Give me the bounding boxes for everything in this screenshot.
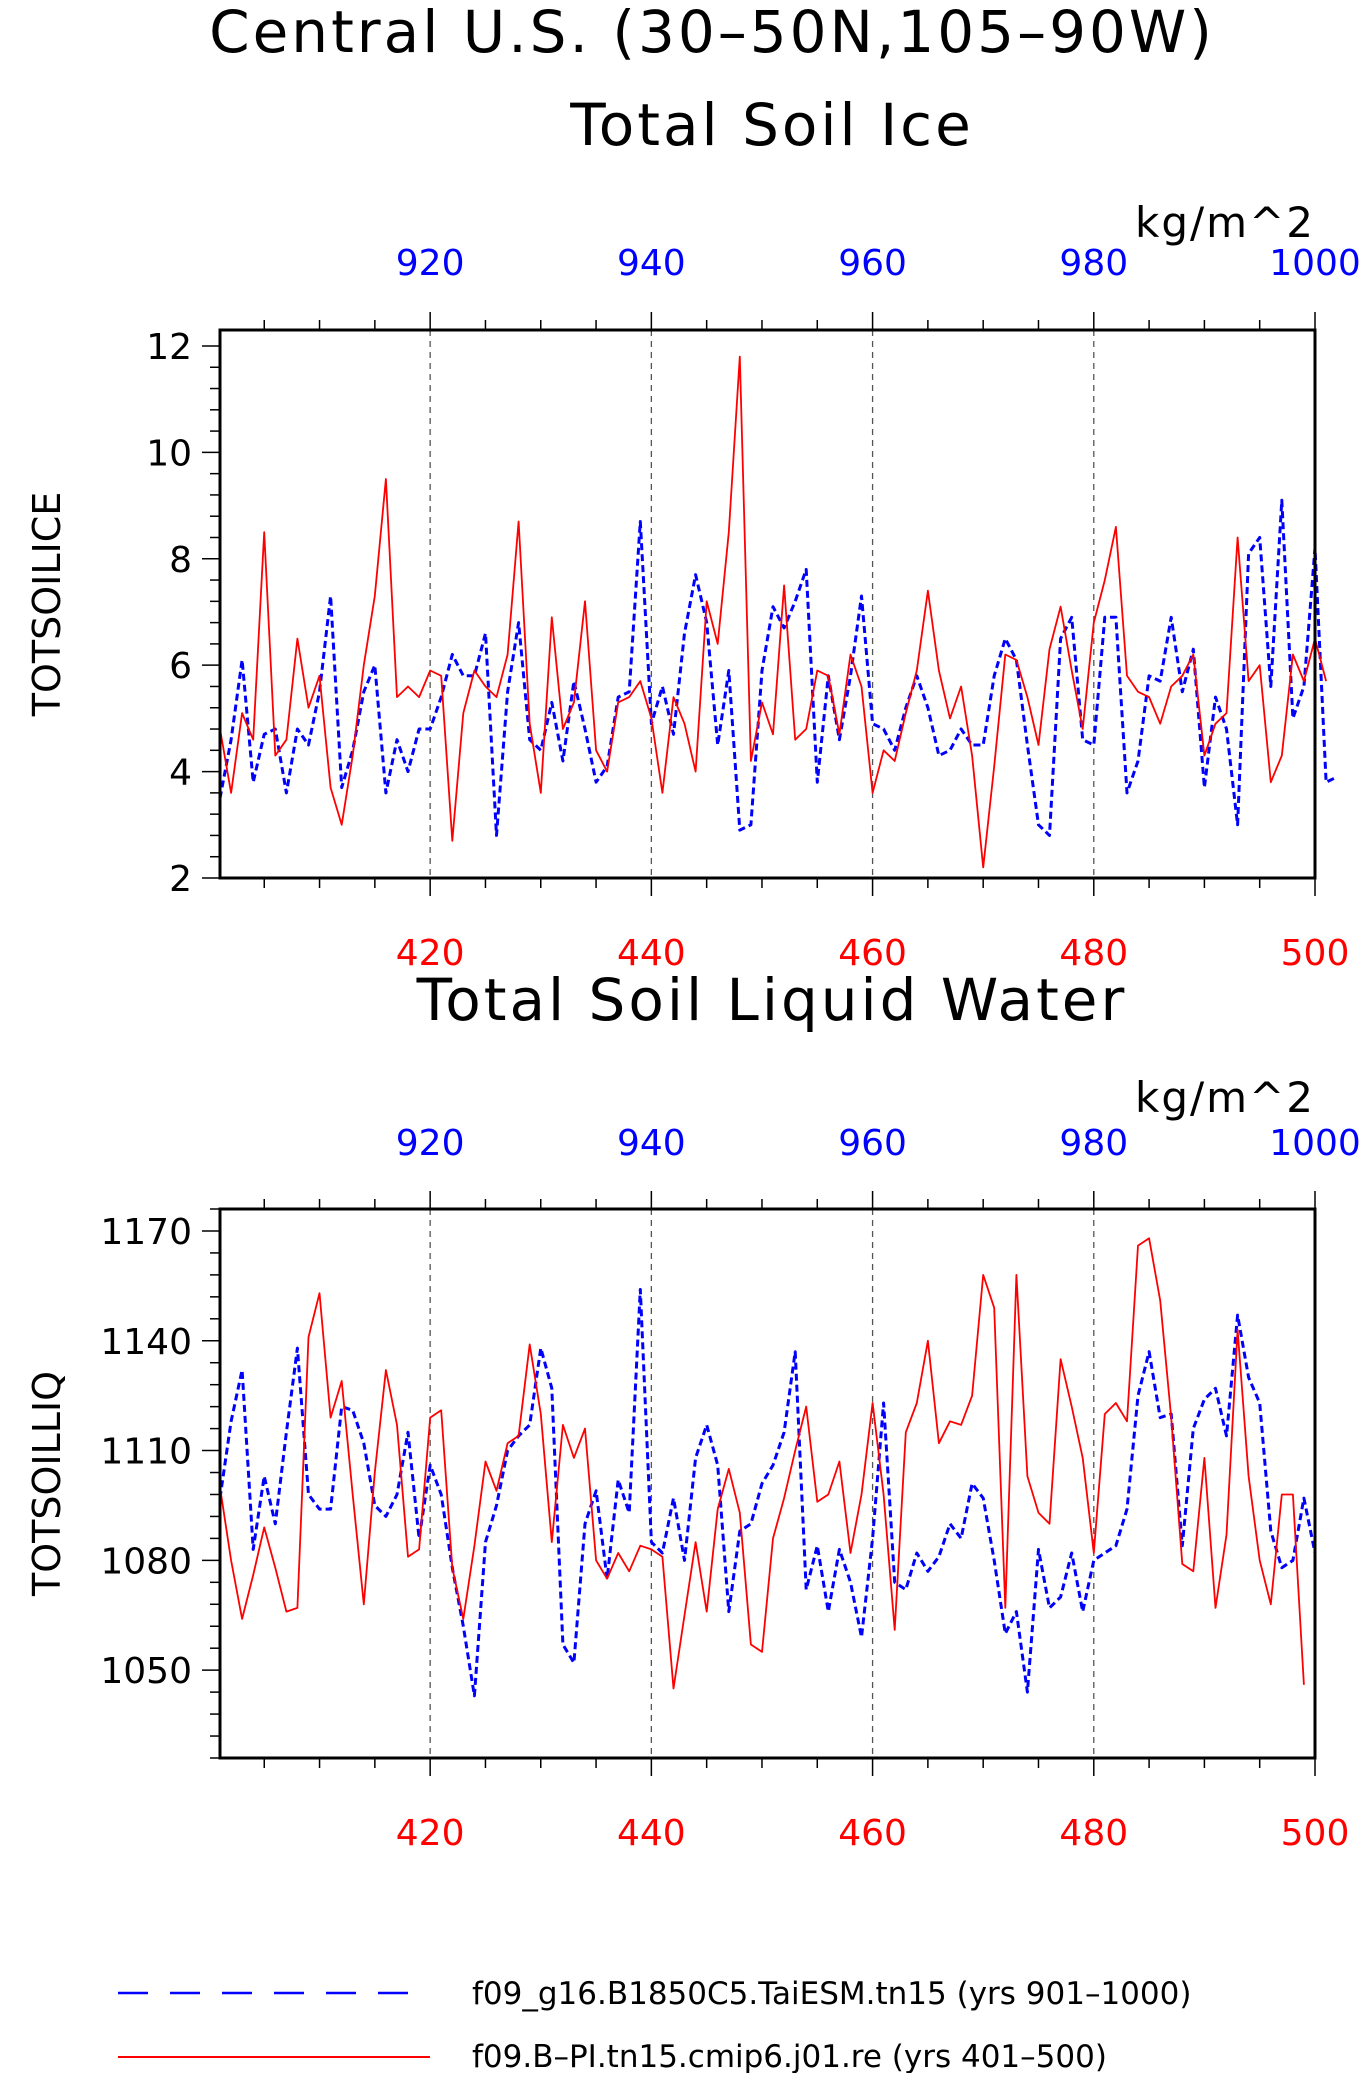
plot-frame (218, 1207, 1317, 1760)
top-tick-label: 1000 (1269, 243, 1361, 284)
top-tick-label: 960 (838, 1123, 907, 1164)
x-tick-label: 440 (617, 933, 686, 974)
top-tick-label: 980 (1059, 1123, 1128, 1164)
series-line-case2 (219, 1237, 1305, 1690)
y-tick-label: 1170 (100, 1212, 192, 1253)
x-tick-label: 500 (1281, 933, 1350, 974)
top-tick-label: 1000 (1269, 1123, 1361, 1164)
top-tick-label: 920 (396, 243, 465, 284)
y-tick-label: 4 (169, 753, 192, 794)
y-tick-label: 1110 (100, 1432, 192, 1473)
y-axis-label: TOTSOILICE (25, 492, 69, 718)
y-tick-label: 10 (146, 433, 192, 474)
top-tick-label: 980 (1059, 243, 1128, 284)
figure-title-region: Central U.S. (30–50N,105–90W) (209, 0, 1215, 66)
x-tick-label: 480 (1059, 1813, 1128, 1854)
x-tick-label: 440 (617, 1813, 686, 1854)
x-tick-label: 460 (838, 1813, 907, 1854)
y-tick-label: 6 (169, 646, 192, 687)
y-tick-label: 1140 (100, 1322, 192, 1363)
plot-frame (218, 328, 1317, 880)
top-tick-label: 960 (838, 243, 907, 284)
series-line-case2 (219, 355, 1327, 869)
top-tick-label: 940 (617, 1123, 686, 1164)
y-tick-label: 8 (169, 540, 192, 581)
y-tick-label: 2 (169, 859, 192, 900)
y-tick-label: 1050 (100, 1651, 192, 1692)
panel-title: Total Soil Liquid Water (416, 966, 1128, 1034)
series-line-case1 (218, 1288, 1317, 1698)
x-tick-label: 420 (396, 1813, 465, 1854)
top-tick-label: 940 (617, 243, 686, 284)
panel-total-soil-ice: Total Soil Ice kg/m^2 420 440 460 480 500 920 94… (25, 91, 1361, 974)
units-label: kg/m^2 (1135, 198, 1315, 247)
x-tick-label: 500 (1281, 1813, 1350, 1854)
y-tick-label: 12 (146, 327, 192, 368)
top-tick-label: 920 (396, 1123, 465, 1164)
x-tick-label: 480 (1059, 933, 1128, 974)
legend: f09_g16.B1850C5.TaiESM.tn15 (yrs 901–100… (118, 1976, 1191, 2073)
x-tick-label: 460 (838, 933, 907, 974)
y-axis-label: TOTSOILLIQ (25, 1371, 69, 1597)
panel-title: Total Soil Ice (569, 91, 974, 159)
legend-label-case1: f09_g16.B1850C5.TaiESM.tn15 (yrs 901–100… (472, 1976, 1191, 2012)
series-line-case1 (218, 498, 1338, 837)
units-label: kg/m^2 (1135, 1073, 1315, 1122)
y-tick-label: 1080 (100, 1541, 192, 1582)
x-tick-label: 420 (396, 933, 465, 974)
legend-label-case2: f09.B–PI.tn15.cmip6.j01.re (yrs 401–500) (472, 2039, 1107, 2073)
